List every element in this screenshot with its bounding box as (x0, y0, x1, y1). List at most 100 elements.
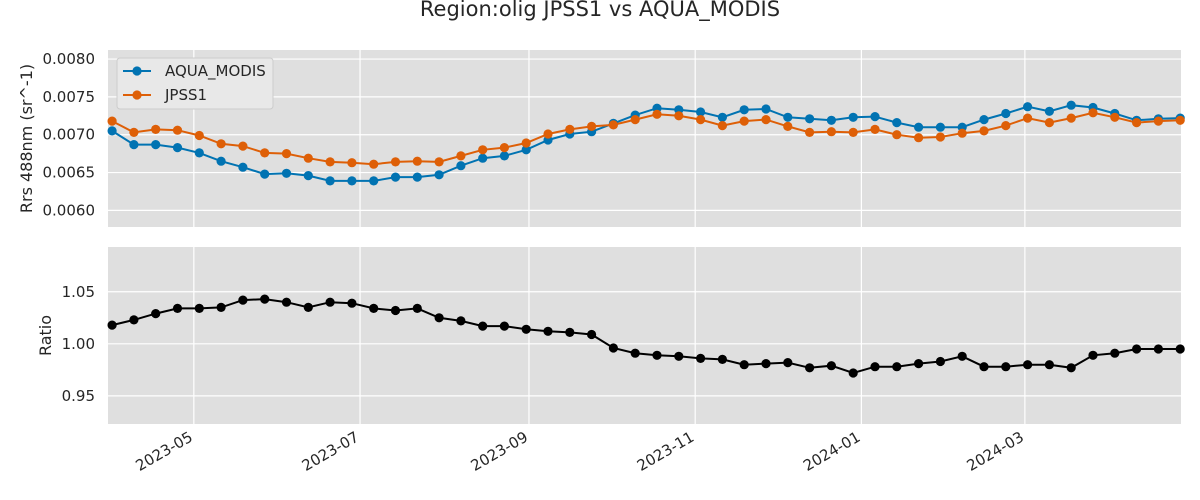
legend-marker (132, 90, 142, 100)
x-tick-label: 2023-07 (299, 428, 362, 475)
data-point (347, 298, 357, 308)
data-point (979, 126, 989, 136)
data-point (587, 121, 597, 131)
data-point (1175, 344, 1185, 354)
data-point (412, 156, 422, 166)
data-point (848, 112, 858, 122)
data-point (783, 358, 793, 368)
plot-background (108, 50, 1181, 227)
data-point (914, 359, 924, 369)
bottom-panel: 0.95 1.00 1.05 Ratio (36, 247, 1185, 424)
data-point (499, 321, 509, 331)
legend: AQUA_MODIS JPSS1 (116, 57, 274, 110)
data-point (892, 118, 902, 128)
data-point (1132, 344, 1142, 354)
data-point (935, 356, 946, 367)
data-point (1153, 344, 1163, 354)
data-point (434, 313, 444, 323)
data-point (172, 125, 183, 135)
data-point (870, 124, 880, 134)
data-point (674, 351, 684, 361)
data-point (390, 157, 401, 167)
data-point (717, 121, 728, 131)
data-point (783, 121, 793, 131)
chart-title: Region:olig JPSS1 vs AQUA_MODIS (420, 0, 780, 22)
data-point (761, 104, 771, 114)
data-point (151, 140, 161, 150)
legend-label: AQUA_MODIS (165, 62, 266, 81)
data-point (390, 305, 401, 316)
data-point (1132, 118, 1142, 128)
data-point (630, 115, 640, 125)
data-point (761, 115, 771, 125)
data-point (870, 112, 880, 122)
data-point (914, 122, 924, 132)
data-point (172, 143, 183, 153)
data-point (499, 151, 509, 161)
data-point (1066, 363, 1076, 373)
data-point (935, 132, 946, 142)
data-point (608, 120, 619, 130)
data-point (456, 151, 466, 161)
data-point (521, 324, 531, 334)
data-point (303, 171, 313, 181)
y-tick-label: 1.00 (62, 335, 95, 353)
data-point (1001, 108, 1011, 119)
data-point (194, 130, 204, 141)
data-point (194, 303, 204, 313)
data-point (325, 297, 335, 307)
data-point (892, 130, 902, 140)
data-point (1066, 113, 1076, 123)
data-point (238, 141, 248, 151)
data-point (826, 115, 837, 125)
y-axis-label: Ratio (36, 315, 55, 356)
data-point (369, 176, 379, 186)
data-point (892, 362, 902, 372)
data-point (303, 153, 313, 163)
series-ratio (107, 294, 1185, 378)
y-tick-label: 0.0070 (43, 126, 96, 144)
data-point (1088, 350, 1098, 360)
data-point (260, 148, 270, 158)
data-point (260, 169, 270, 179)
legend-box (116, 57, 274, 110)
data-point (281, 149, 292, 159)
y-tick-label: 0.0080 (43, 50, 96, 68)
x-tick-label: 2023-09 (468, 428, 531, 475)
data-point (129, 127, 139, 137)
data-point (848, 368, 858, 378)
data-point (521, 145, 531, 155)
data-point (783, 112, 793, 122)
data-point (1088, 108, 1098, 118)
data-point (696, 107, 706, 117)
top-panel: 0.0060 0.0065 0.0070 0.0075 0.0080 Rrs 488nm … (17, 50, 1185, 227)
data-point (412, 303, 422, 313)
data-point (347, 176, 357, 186)
data-point (303, 302, 313, 312)
data-point (1110, 112, 1120, 122)
data-point (1066, 100, 1076, 110)
data-point (1153, 116, 1163, 126)
data-point (216, 139, 226, 149)
data-point (1044, 106, 1054, 116)
data-point (1023, 113, 1033, 123)
y-tick-label: 0.0060 (43, 201, 96, 219)
y-tick-label: 1.05 (62, 283, 95, 301)
data-point (565, 327, 575, 337)
data-point (717, 112, 728, 122)
legend-label: JPSS1 (164, 86, 207, 104)
data-point (805, 363, 815, 373)
data-point (194, 148, 204, 158)
data-point (107, 116, 117, 126)
data-point (587, 329, 597, 340)
data-point (478, 145, 488, 155)
data-point (1110, 348, 1120, 358)
data-point (129, 315, 139, 325)
data-point (565, 124, 575, 134)
data-point (129, 140, 139, 150)
data-point (107, 320, 117, 330)
data-point (238, 162, 248, 172)
data-point (412, 172, 422, 182)
data-point (434, 170, 444, 180)
